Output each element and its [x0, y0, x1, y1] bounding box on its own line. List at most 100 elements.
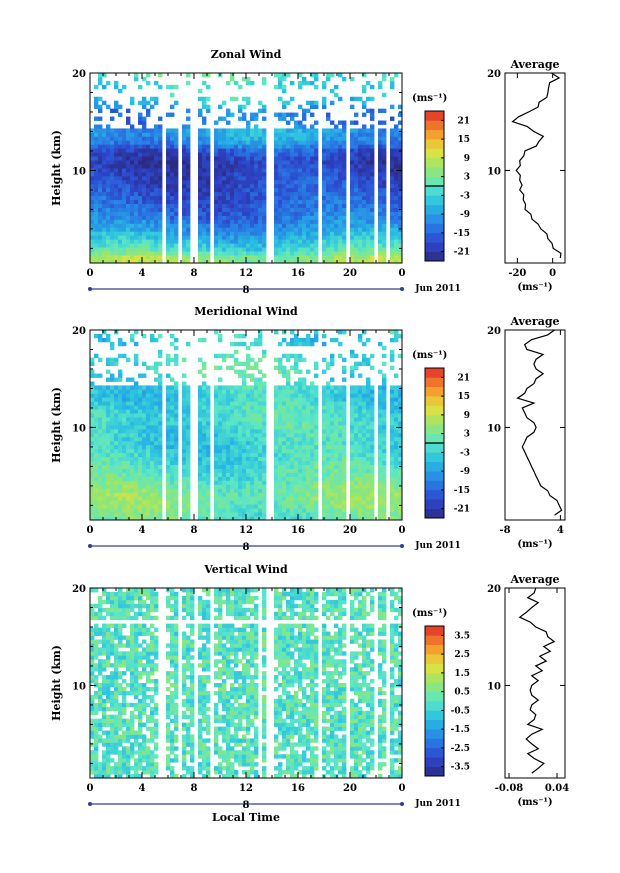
heatmap-cell	[322, 168, 327, 173]
heatmap-cell	[218, 456, 223, 462]
heatmap-cell	[154, 385, 159, 390]
heatmap-cell	[114, 468, 119, 473]
heatmap-cell	[306, 171, 311, 177]
heatmap-cell	[126, 393, 131, 398]
heatmap-cell	[326, 259, 331, 264]
heatmap-cell	[94, 353, 99, 359]
heatmap-cell	[358, 136, 363, 141]
heatmap-cell	[278, 112, 283, 117]
heatmap-cell	[238, 207, 243, 212]
heatmap-cell	[358, 389, 363, 394]
heatmap-cell	[258, 251, 263, 256]
heatmap-cell	[254, 164, 259, 169]
heatmap-cell	[294, 448, 299, 454]
heatmap-cell	[130, 171, 135, 177]
heatmap-cell	[158, 492, 163, 497]
heatmap-cell	[206, 444, 211, 450]
heatmap-cell	[242, 144, 247, 149]
heatmap-cell	[182, 144, 187, 149]
heatmap-cell	[326, 179, 331, 185]
heatmap-cell	[242, 116, 247, 121]
heatmap-cell	[362, 508, 367, 513]
heatmap-cell	[174, 436, 179, 442]
heatmap-cell	[158, 333, 163, 339]
heatmap-cell	[310, 211, 315, 216]
heatmap-cell	[246, 203, 251, 208]
heatmap-cell	[150, 428, 155, 434]
heatmap-cell	[110, 425, 115, 430]
heatmap-cell	[202, 191, 207, 197]
heatmap-cell	[258, 492, 263, 497]
heatmap-cell	[298, 480, 303, 485]
heatmap-cell	[142, 405, 147, 410]
heatmap-cell	[98, 227, 103, 232]
heatmap-cell	[354, 385, 359, 390]
heatmap-cell	[110, 239, 115, 244]
heatmap-cell	[186, 239, 191, 244]
heatmap-cell	[202, 381, 207, 386]
heatmap-cell	[154, 211, 159, 216]
heatmap-cell	[330, 508, 335, 513]
heatmap-cell	[362, 512, 367, 517]
heatmap-cell	[394, 239, 399, 244]
heatmap-cell	[174, 337, 179, 343]
heatmap-cell	[310, 195, 315, 201]
heatmap-cell	[254, 168, 259, 173]
heatmap-cell	[242, 187, 247, 193]
heatmap-cell	[250, 377, 255, 382]
heatmap-cell	[186, 389, 191, 394]
heatmap-cell	[122, 484, 127, 489]
heatmap-cell	[94, 480, 99, 485]
heatmap-cell	[242, 231, 247, 236]
heatmap-cell	[222, 448, 227, 454]
heatmap-cell	[314, 231, 319, 236]
heatmap-cell	[106, 405, 111, 410]
heatmap-cell	[278, 80, 283, 86]
heatmap-cell	[94, 231, 99, 236]
heatmap-cell	[234, 508, 239, 513]
heatmap-cell	[150, 231, 155, 236]
heatmap-cell	[302, 124, 307, 129]
heatmap-cell	[242, 191, 247, 197]
heatmap-cell	[198, 421, 203, 426]
heatmap-cell	[146, 168, 151, 173]
heatmap-cell	[90, 385, 95, 390]
heatmap-cell	[306, 393, 311, 398]
heatmap-cell	[262, 381, 267, 386]
heatmap-cell	[174, 148, 179, 153]
heatmap-cell	[354, 460, 359, 465]
heatmap-cell	[166, 436, 171, 442]
heatmap-cell	[218, 440, 223, 446]
heatmap-cell	[370, 168, 375, 173]
heatmap-cell	[154, 417, 159, 422]
heatmap-cell	[274, 195, 279, 201]
heatmap-cell	[202, 488, 207, 493]
heatmap-cell	[330, 164, 335, 169]
heatmap-cell	[354, 409, 359, 414]
heatmap-cell	[158, 500, 163, 505]
heatmap-cell	[286, 187, 291, 193]
heatmap-cell	[242, 156, 247, 161]
heatmap-cell	[334, 397, 339, 402]
heatmap-cell	[382, 235, 387, 240]
heatmap-cell	[290, 448, 295, 454]
heatmap-cell	[122, 393, 127, 398]
average-unit: (ms⁻¹)	[517, 282, 552, 293]
heatmap-cell	[114, 156, 119, 161]
heatmap-cell	[350, 405, 355, 410]
heatmap-cell	[290, 472, 295, 477]
heatmap-cell	[234, 231, 239, 236]
heatmap-cell	[226, 140, 231, 145]
heatmap-cell	[170, 195, 175, 201]
heatmap-cell	[338, 456, 343, 462]
heatmap-cell	[94, 140, 99, 145]
heatmap-cell	[118, 504, 123, 509]
heatmap-cell	[230, 508, 235, 513]
heatmap-cell	[182, 432, 187, 438]
heatmap-cell	[174, 357, 179, 363]
heatmap-cell	[246, 171, 251, 177]
heatmap-cell	[258, 401, 263, 406]
heatmap-cell	[246, 389, 251, 394]
heatmap-cell	[262, 428, 267, 434]
heatmap-cell	[278, 199, 283, 205]
